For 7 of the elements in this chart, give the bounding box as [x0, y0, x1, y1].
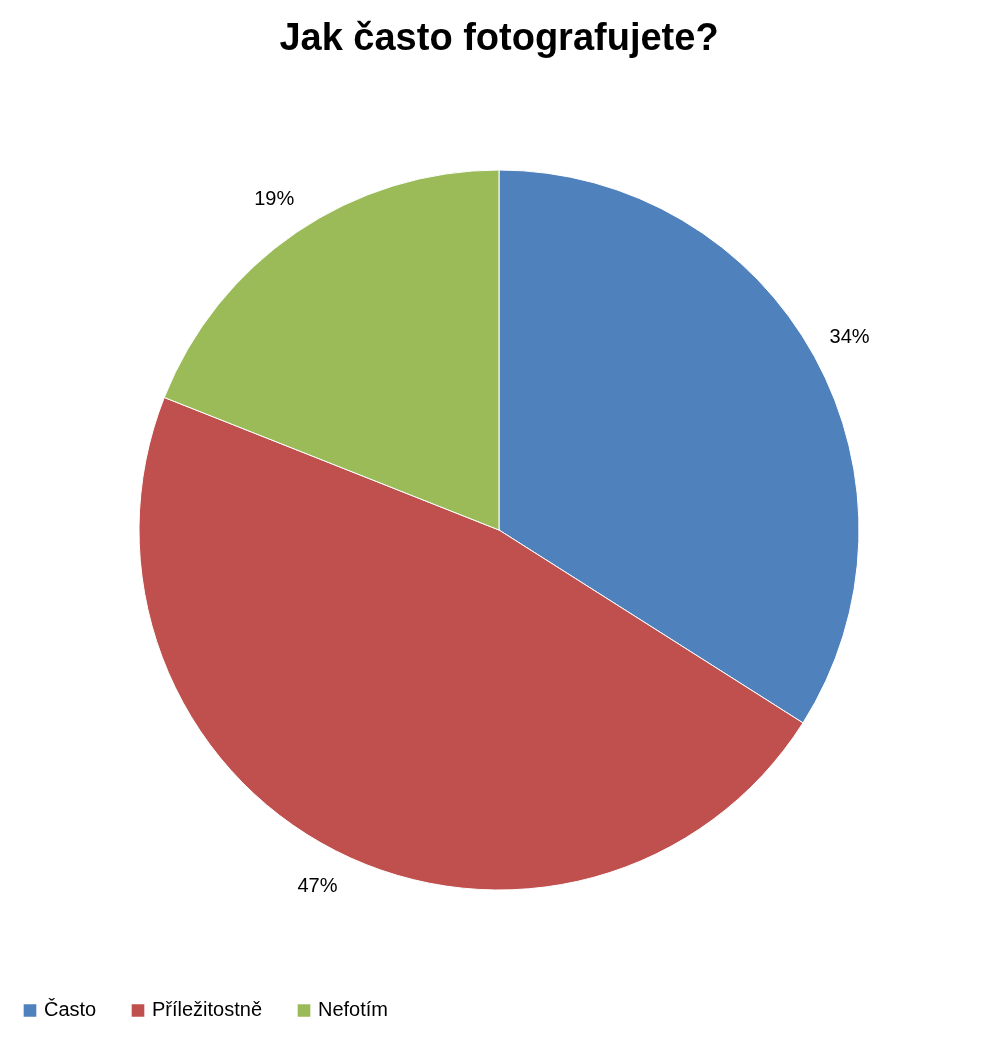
legend-label: Často — [44, 998, 97, 1021]
data-label: 19% — [254, 187, 295, 210]
legend-label: Příležitostně — [152, 998, 263, 1021]
legend-label: Nefotím — [318, 998, 389, 1021]
data-label: 47% — [297, 874, 338, 897]
chart-title: Jak často fotografujete? — [279, 16, 719, 58]
data-label: 34% — [829, 325, 870, 348]
